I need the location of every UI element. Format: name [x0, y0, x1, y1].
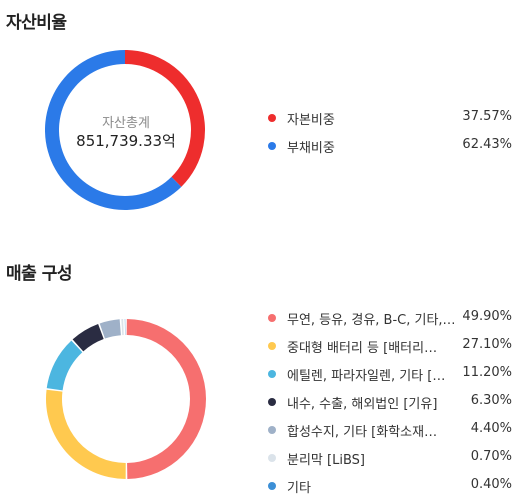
- legend-value: 4.40%: [470, 421, 512, 436]
- sales-slice-1: [126, 319, 206, 479]
- legend-color-dot: [268, 314, 276, 322]
- sales-legend-item: 분리막 [LiBS] 0.70%: [268, 448, 512, 468]
- legend-value: 49.90%: [462, 309, 512, 324]
- legend-value: 37.57%: [462, 109, 512, 124]
- asset-ratio-legend-item: 자본비중 37.57%: [268, 108, 512, 128]
- asset-ratio-legend-item: 부채비중 62.43%: [268, 136, 512, 156]
- total-assets-caption: 자산총계: [102, 116, 150, 131]
- legend-label: 내수, 수출, 해외법인 [기유]: [287, 397, 438, 412]
- legend-label: 합성수지, 기타 [화학소재…: [287, 425, 438, 440]
- sales-slice-3: [46, 340, 83, 391]
- legend-value: 11.20%: [462, 365, 512, 380]
- legend-color-dot: [268, 142, 276, 150]
- legend-value: 27.10%: [462, 337, 512, 352]
- sales-composition-title: 매출 구성: [6, 264, 72, 284]
- legend-value: 62.43%: [462, 137, 512, 152]
- legend-color-dot: [268, 454, 276, 462]
- sales-legend-item: 에틸렌, 파라자일렌, 기타 [… 11.20%: [268, 364, 512, 384]
- legend-label: 기타: [287, 481, 311, 496]
- sales-slice-7: [124, 319, 126, 336]
- legend-label: 부채비중: [287, 141, 335, 156]
- sales-legend-item: 중대형 배터리 등 [배터리… 27.10%: [268, 336, 512, 356]
- sales-composition-donut-chart: [46, 319, 206, 479]
- legend-color-dot: [268, 342, 276, 350]
- sales-legend-item: 합성수지, 기타 [화학소재… 4.40%: [268, 420, 512, 440]
- legend-label: 무연, 등유, 경유, B-C, 기타,…: [287, 313, 456, 328]
- legend-color-dot: [268, 398, 276, 406]
- sales-legend-item: 무연, 등유, 경유, B-C, 기타,… 49.90%: [268, 308, 512, 328]
- legend-label: 자본비중: [287, 113, 335, 128]
- total-assets-value: 851,739.33억: [76, 132, 176, 150]
- legend-color-dot: [268, 114, 276, 122]
- sales-slice-4: [72, 324, 104, 352]
- sales-slice-6: [121, 319, 124, 336]
- legend-label: 에틸렌, 파라자일렌, 기타 […: [287, 369, 446, 384]
- sales-slice-2: [46, 389, 126, 479]
- legend-value: 0.40%: [470, 477, 512, 492]
- sales-legend-item: 내수, 수출, 해외법인 [기유] 6.30%: [268, 392, 512, 412]
- legend-color-dot: [268, 370, 276, 378]
- legend-label: 중대형 배터리 등 [배터리…: [287, 341, 438, 356]
- asset-ratio-slice-2: [45, 50, 182, 210]
- sales-legend-item: 기타 0.40%: [268, 476, 512, 496]
- legend-value: 6.30%: [470, 393, 512, 408]
- legend-color-dot: [268, 426, 276, 434]
- asset-ratio-title: 자산비율: [6, 13, 67, 33]
- sales-slice-5: [99, 319, 121, 339]
- legend-value: 0.70%: [470, 449, 512, 464]
- legend-label: 분리막 [LiBS]: [287, 453, 365, 468]
- legend-color-dot: [268, 482, 276, 490]
- asset-ratio-slice-1: [125, 50, 206, 187]
- asset-ratio-donut-chart: [45, 50, 206, 210]
